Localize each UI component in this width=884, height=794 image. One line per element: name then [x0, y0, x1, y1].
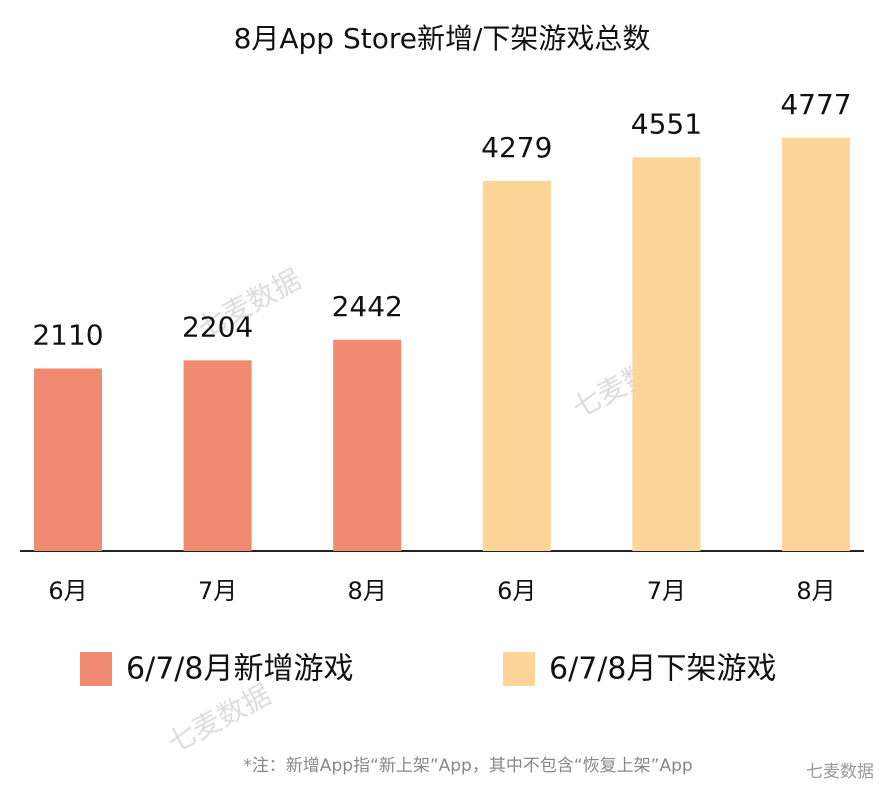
legend-swatch	[80, 652, 112, 686]
bar	[482, 180, 551, 551]
x-tick-label: 8月	[796, 577, 835, 605]
x-tick-label: 7月	[198, 577, 237, 605]
data-label: 4279	[481, 131, 552, 164]
bar	[34, 368, 102, 551]
watermark: 七麦数据	[806, 762, 874, 782]
bar	[183, 360, 252, 551]
data-label: 2442	[332, 290, 403, 323]
watermark: 七麦数据	[162, 678, 276, 760]
x-tick-label: 6月	[497, 577, 536, 605]
chart-title: 8月App Store新增/下架游戏总数	[234, 22, 651, 55]
footnote: *注：新增App指“新上架”App，其中不包含“恢复上架”App	[243, 756, 692, 776]
data-label: 4551	[631, 107, 702, 140]
data-label: 2110	[32, 318, 103, 351]
x-tick-label: 7月	[647, 577, 686, 605]
data-label: 4777	[780, 88, 851, 121]
x-tick-label: 8月	[348, 577, 387, 605]
legend-label: 6/7/8月新增游戏	[126, 652, 353, 687]
bar	[333, 339, 402, 551]
legend-label: 6/7/8月下架游戏	[549, 652, 776, 687]
bar	[632, 157, 701, 551]
x-tick-label: 6月	[48, 577, 87, 605]
legend-swatch	[503, 652, 535, 686]
bar	[782, 137, 850, 552]
data-label: 2204	[182, 310, 253, 343]
